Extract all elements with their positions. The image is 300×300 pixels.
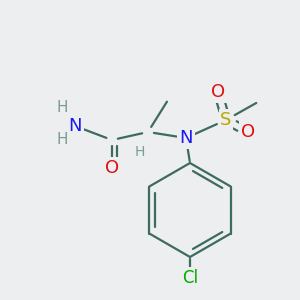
- Text: H: H: [56, 100, 68, 116]
- Text: O: O: [105, 159, 119, 177]
- Text: N: N: [179, 129, 193, 147]
- Text: O: O: [211, 83, 225, 101]
- Text: N: N: [68, 117, 82, 135]
- Text: Cl: Cl: [182, 269, 198, 287]
- Text: S: S: [220, 111, 232, 129]
- Text: H: H: [135, 145, 145, 159]
- Text: O: O: [241, 123, 255, 141]
- Text: H: H: [56, 133, 68, 148]
